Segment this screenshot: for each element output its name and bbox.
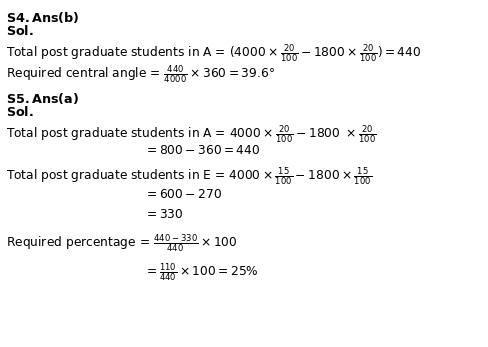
Text: Total post graduate students in E = $4000 \times \frac{15}{100} - 1800 \times \f: Total post graduate students in E = $400… bbox=[6, 165, 371, 187]
Text: $= 600 - 270$: $= 600 - 270$ bbox=[144, 188, 222, 201]
Text: $= 800 - 360 = 440$: $= 800 - 360 = 440$ bbox=[144, 144, 260, 157]
Text: Total post graduate students in A = $(4000 \times \frac{20}{100} - 1800 \times \: Total post graduate students in A = $(40… bbox=[6, 42, 421, 64]
Text: $= 330$: $= 330$ bbox=[144, 208, 183, 221]
Text: $\bf{Sol.}$: $\bf{Sol.}$ bbox=[6, 24, 34, 38]
Text: $\bf{S5. Ans(a)}$: $\bf{S5. Ans(a)}$ bbox=[6, 91, 79, 106]
Text: Required central angle = $\frac{440}{4000} \times 360 = 39.6\degree$: Required central angle = $\frac{440}{400… bbox=[6, 63, 274, 85]
Text: $\bf{S4. Ans(b)}$: $\bf{S4. Ans(b)}$ bbox=[6, 10, 80, 25]
Text: $= \frac{110}{440} \times 100 = 25\%$: $= \frac{110}{440} \times 100 = 25\%$ bbox=[144, 261, 259, 283]
Text: $\bf{Sol.}$: $\bf{Sol.}$ bbox=[6, 105, 34, 119]
Text: Required percentage = $\frac{440 - 330}{440} \times 100$: Required percentage = $\frac{440 - 330}{… bbox=[6, 232, 237, 254]
Text: Total post graduate students in A = $4000 \times \frac{20}{100} - 1800\ \times \: Total post graduate students in A = $400… bbox=[6, 124, 376, 145]
